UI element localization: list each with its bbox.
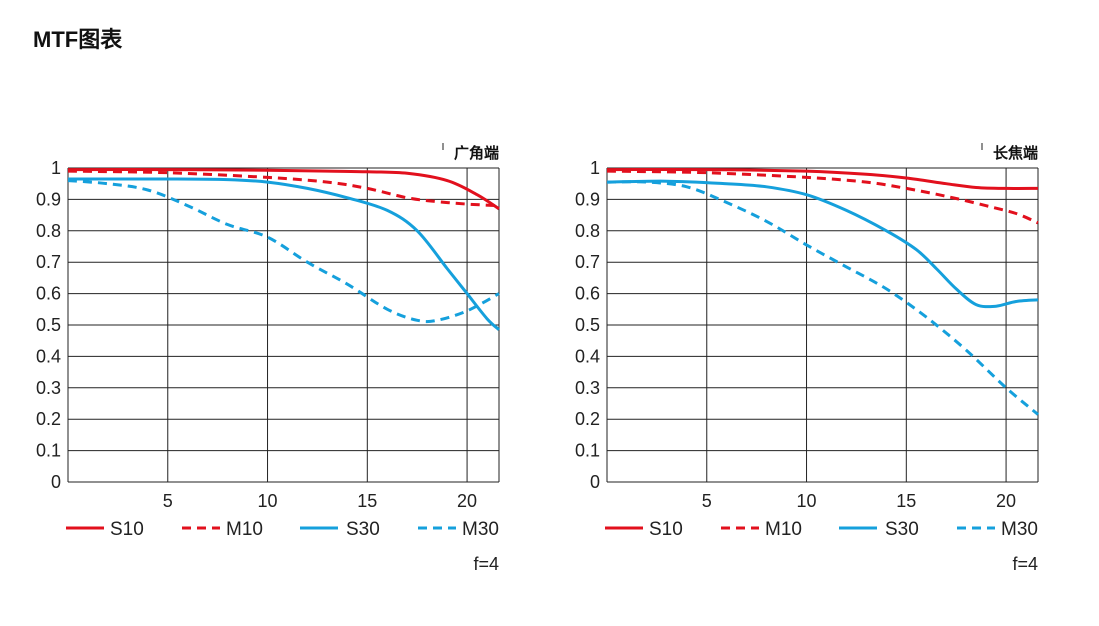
chart-2-y-tick-label: 0.4 bbox=[575, 346, 600, 366]
chart-2-legend-label-s30: S30 bbox=[885, 519, 919, 540]
chart-1-series-s30 bbox=[67, 177, 501, 331]
chart-1-y-tick-label: 1 bbox=[51, 158, 61, 178]
chart-1-y-tick-label: 0.7 bbox=[36, 252, 61, 272]
chart-2-x-tick-label: 5 bbox=[702, 491, 712, 511]
chart-1-series-m30 bbox=[67, 179, 500, 324]
chart-1-y-tick-label: 0.8 bbox=[36, 221, 61, 241]
chart-1-y-tick-label: 0.3 bbox=[36, 378, 61, 398]
chart-2-corner-label: 长焦端 bbox=[993, 144, 1038, 162]
chart-2-legend-label-s10: S10 bbox=[649, 519, 683, 540]
chart-2-series-m30 bbox=[606, 180, 1039, 416]
chart-2-series-m10 bbox=[606, 169, 1039, 225]
chart-2-legend-label-m10: M10 bbox=[765, 519, 802, 540]
chart-1-corner-label: 广角端 bbox=[454, 144, 499, 162]
chart-2-y-tick-label: 0 bbox=[590, 472, 600, 492]
chart-2-y-tick-label: 0.5 bbox=[575, 315, 600, 335]
chart-1-series-s10 bbox=[67, 168, 500, 211]
chart-2-legend-label-m30: M30 bbox=[1001, 519, 1038, 540]
chart-2-y-tick-label: 0.3 bbox=[575, 378, 600, 398]
chart-1-legend-label-m10: M10 bbox=[226, 519, 263, 540]
chart-1-y-tick-label: 0.2 bbox=[36, 409, 61, 429]
chart-1-y-tick-label: 0.5 bbox=[36, 315, 61, 335]
chart-2-x-tick-label: 10 bbox=[797, 491, 817, 511]
chart-1-legend-label-m30: M30 bbox=[462, 519, 499, 540]
chart-1-x-tick-label: 10 bbox=[258, 491, 278, 511]
chart-1-aperture-note: f=4 bbox=[473, 554, 499, 574]
page-title: MTF图表 bbox=[33, 27, 123, 52]
chart-2-series-s30 bbox=[606, 179, 1039, 309]
chart-2-y-tick-label: 1 bbox=[590, 158, 600, 178]
chart-1-x-tick-label: 15 bbox=[357, 491, 377, 511]
chart-1-y-tick-label: 0.9 bbox=[36, 189, 61, 209]
chart-2-aperture-note: f=4 bbox=[1012, 554, 1038, 574]
chart-2-x-tick-label: 15 bbox=[896, 491, 916, 511]
chart-2-y-tick-label: 0.7 bbox=[575, 252, 600, 272]
chart-1-x-tick-label: 20 bbox=[457, 491, 477, 511]
chart-2-y-tick-label: 0.1 bbox=[575, 441, 600, 461]
chart-2-x-tick-label: 20 bbox=[996, 491, 1016, 511]
chart-1-legend-label-s30: S30 bbox=[346, 519, 380, 540]
chart-1-x-tick-label: 5 bbox=[163, 491, 173, 511]
chart-1-y-tick-label: 0 bbox=[51, 472, 61, 492]
chart-2-y-tick-label: 0.8 bbox=[575, 221, 600, 241]
chart-2-y-tick-label: 0.6 bbox=[575, 284, 600, 304]
chart-2-y-tick-label: 0.9 bbox=[575, 189, 600, 209]
chart-2-series-s10 bbox=[606, 167, 1039, 190]
chart-1-y-tick-label: 0.1 bbox=[36, 441, 61, 461]
chart-1-series-m10 bbox=[67, 169, 500, 208]
chart-1-legend-label-s10: S10 bbox=[110, 519, 144, 540]
chart-1-y-tick-label: 0.4 bbox=[36, 346, 61, 366]
chart-2-y-tick-label: 0.2 bbox=[575, 409, 600, 429]
chart-1-y-tick-label: 0.6 bbox=[36, 284, 61, 304]
